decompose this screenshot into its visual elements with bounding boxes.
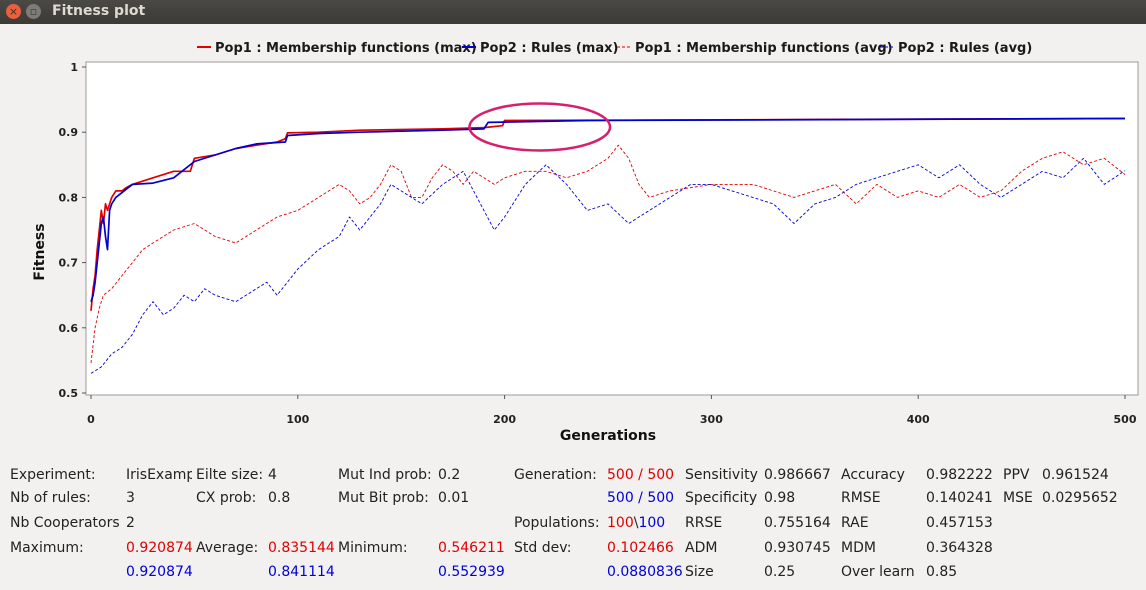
cooperators-value: 2: [126, 515, 135, 531]
over-learn-label: Over learn: [841, 564, 915, 580]
rae-label: RAE: [841, 515, 869, 531]
rules-label: Nb of rules:: [10, 490, 91, 506]
y-tick-label: 0.9: [59, 126, 79, 139]
x-tick-label: 100: [286, 413, 309, 426]
maximize-icon: ▫: [29, 5, 38, 18]
ppv-label: PPV: [1003, 467, 1030, 483]
size-label: Size: [685, 564, 714, 580]
ppv-value: 0.961524: [1042, 467, 1109, 483]
std-dev-value-pop1: 0.102466: [607, 540, 674, 556]
close-button[interactable]: ×: [6, 4, 21, 19]
series-line-2: [90, 117, 1126, 302]
series-line-3: [90, 144, 1126, 364]
size-value: 0.25: [764, 564, 796, 580]
populations-pop2: 100: [638, 515, 666, 531]
specificity-label: Specificity: [685, 490, 758, 506]
accuracy-label: Accuracy: [841, 467, 905, 483]
series-line-4: [90, 157, 1126, 374]
y-tick-label: 0.6: [59, 322, 79, 335]
rules-value: 3: [126, 490, 135, 506]
mse-label: MSE: [1003, 490, 1033, 506]
maximum-label: Maximum:: [10, 540, 84, 556]
average-label: Average:: [196, 540, 259, 556]
elite-size-value: 4: [268, 467, 277, 483]
legend-item-4: Pop2 : Rules (avg): [880, 41, 1032, 56]
elite-size-label: Eilte size:: [196, 467, 264, 483]
maximum-value-pop2: 0.920874: [126, 564, 193, 580]
y-tick-label: 0.5: [59, 387, 79, 400]
mut-ind-prob-value: 0.2: [438, 467, 461, 483]
rrse-label: RRSE: [685, 515, 723, 531]
close-icon: ×: [8, 5, 19, 18]
x-tick-label: 300: [700, 413, 723, 426]
title-bar: × ▫ Fitness plot: [0, 0, 1146, 24]
highlight-ellipse: [468, 102, 612, 152]
minimum-value-pop1: 0.546211: [438, 540, 505, 556]
cx-prob-label: CX prob:: [196, 490, 257, 506]
adm-label: ADM: [685, 540, 718, 556]
legend-item-3: Pop1 : Membership functions (avg): [617, 41, 893, 56]
legend-label: Pop2 : Rules (avg): [898, 41, 1032, 56]
adm-value: 0.930745: [764, 540, 831, 556]
rae-value: 0.457153: [926, 515, 993, 531]
rmse-value: 0.140241: [926, 490, 993, 506]
legend-label: Pop1 : Membership functions (max): [215, 41, 477, 56]
x-tick-label: 500: [1114, 413, 1137, 426]
cooperators-label: Nb Cooperators: [10, 515, 120, 531]
experiment-value: IrisExamp: [126, 467, 192, 483]
average-value-pop1: 0.835144: [268, 540, 335, 556]
x-tick-label: 400: [907, 413, 930, 426]
series-layer: [90, 117, 1126, 374]
mut-ind-prob-label: Mut Ind prob:: [338, 467, 432, 483]
over-learn-value: 0.85: [926, 564, 958, 580]
mdm-label: MDM: [841, 540, 876, 556]
y-axis-title: Fitness: [32, 223, 48, 280]
average-value-pop2: 0.841114: [268, 564, 335, 580]
populations-separator: \: [633, 515, 639, 531]
experiment-label: Experiment:: [10, 467, 96, 483]
y-tick-label: 0.8: [59, 191, 79, 204]
y-tick-label: 0.7: [59, 257, 79, 270]
window-title: Fitness plot: [52, 3, 146, 19]
cx-prob-value: 0.8: [268, 490, 291, 506]
minimum-value-pop2: 0.552939: [438, 564, 505, 580]
legend-item-1: Pop1 : Membership functions (max): [197, 41, 477, 56]
populations-value: 100\100: [607, 515, 665, 531]
generation-value-pop2: 500 / 500: [607, 490, 675, 506]
legend-label: Pop1 : Membership functions (avg): [635, 41, 893, 56]
statistics-panel: Experiment: IrisExamp Nb of rules: 3 Nb …: [0, 458, 1146, 590]
series-line-1: [90, 117, 1126, 311]
x-axis-title: Generations: [560, 428, 656, 444]
sensitivity-label: Sensitivity: [685, 467, 758, 483]
rmse-label: RMSE: [841, 490, 881, 506]
std-dev-label: Std dev:: [514, 540, 572, 556]
axes-layer: 0 100 200 300 400 500 0.5 0.6 0.7 0.8 0.9 1: [59, 61, 1137, 426]
x-tick-label: 200: [493, 413, 516, 426]
annotation-layer: [468, 102, 612, 152]
chart-legend: Pop1 : Membership functions (max) Pop2 : …: [197, 41, 1032, 56]
generation-label: Generation:: [514, 467, 597, 483]
minimum-label: Minimum:: [338, 540, 408, 556]
mut-bit-prob-label: Mut Bit prob:: [338, 490, 429, 506]
mse-value: 0.0295652: [1042, 490, 1118, 506]
maximum-value-pop1: 0.920874: [126, 540, 193, 556]
populations-pop1: 100: [607, 515, 634, 531]
specificity-value: 0.98: [764, 490, 796, 506]
mdm-value: 0.364328: [926, 540, 993, 556]
y-tick-label: 1: [70, 61, 78, 74]
sensitivity-value: 0.986667: [764, 467, 831, 483]
maximize-button[interactable]: ▫: [26, 4, 41, 19]
rrse-value: 0.755164: [764, 515, 831, 531]
legend-item-2: Pop2 : Rules (max): [462, 41, 618, 56]
std-dev-value-pop2: 0.0880836: [607, 564, 683, 580]
fitness-chart: Pop1 : Membership functions (max) Pop2 : …: [32, 41, 1139, 444]
legend-label: Pop2 : Rules (max): [480, 41, 618, 56]
mut-bit-prob-value: 0.01: [438, 490, 470, 506]
plot-area: [85, 61, 1139, 396]
x-tick-label: 0: [87, 413, 95, 426]
generation-value-pop1: 500 / 500: [607, 467, 675, 483]
accuracy-value: 0.982222: [926, 467, 993, 483]
populations-label: Populations:: [514, 515, 600, 531]
